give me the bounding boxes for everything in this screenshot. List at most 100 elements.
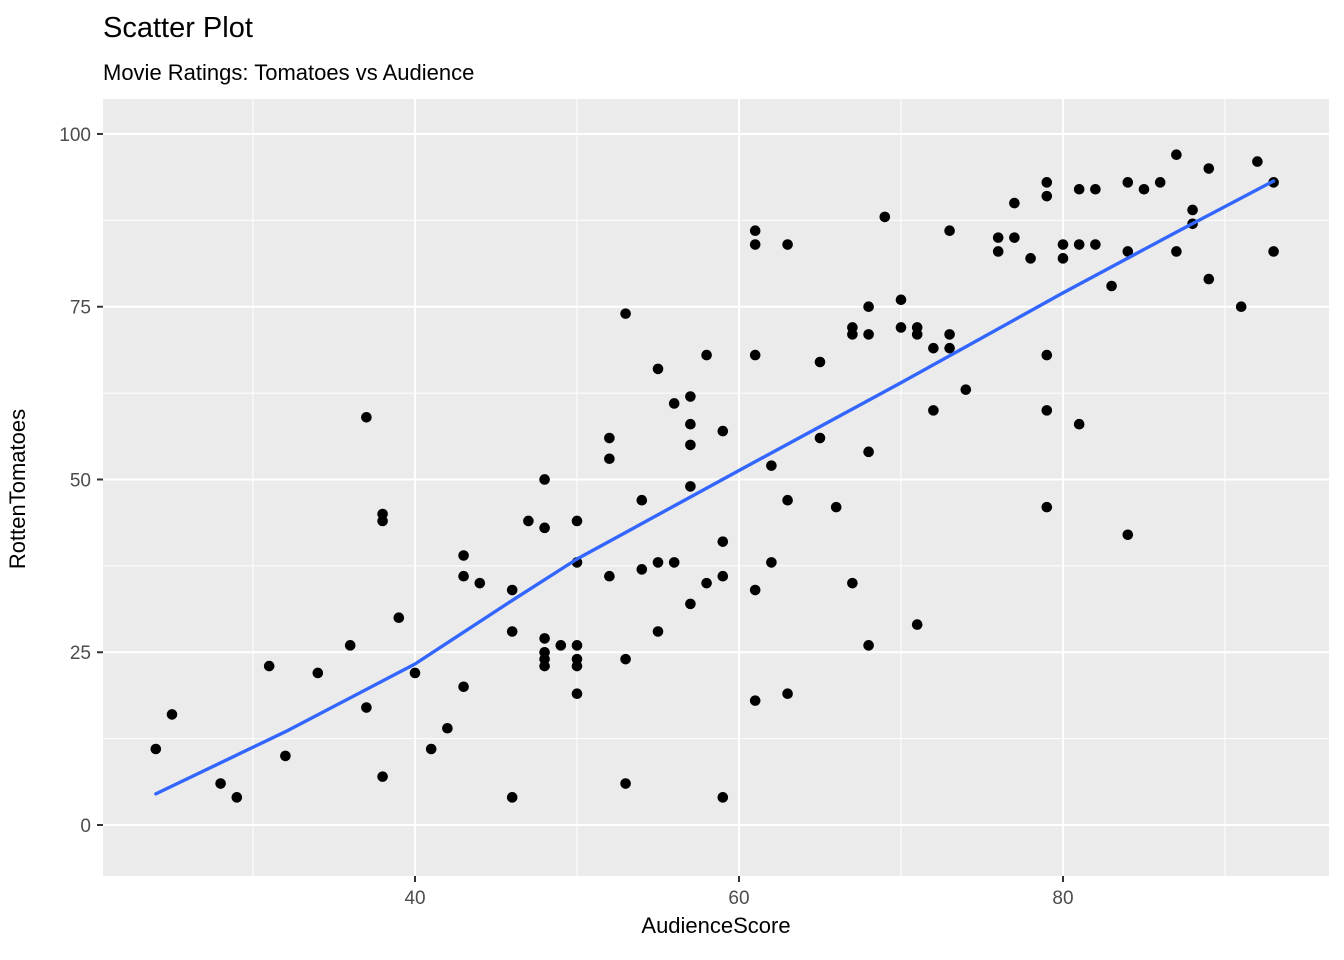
data-point xyxy=(620,308,631,319)
data-point xyxy=(863,446,874,458)
data-point xyxy=(1171,149,1182,160)
data-point xyxy=(571,515,583,527)
data-point xyxy=(1073,418,1085,430)
data-point xyxy=(523,515,534,527)
x-axis-title: AudienceScore xyxy=(641,913,791,938)
data-point xyxy=(604,432,615,444)
data-point xyxy=(863,640,874,651)
data-point xyxy=(749,239,761,250)
data-point xyxy=(263,660,275,672)
data-point xyxy=(506,792,518,803)
plot-panel xyxy=(103,99,1329,876)
data-point xyxy=(442,722,453,734)
data-point xyxy=(701,349,712,361)
data-point xyxy=(571,640,583,651)
chart-subtitle: Movie Ratings: Tomatoes vs Audience xyxy=(103,60,475,85)
data-point xyxy=(1073,183,1085,195)
y-tick-label: 75 xyxy=(70,298,91,319)
data-point xyxy=(701,577,712,589)
data-point xyxy=(506,626,518,637)
data-point xyxy=(1009,197,1020,209)
data-point xyxy=(1203,163,1215,174)
data-point xyxy=(1041,177,1053,188)
data-point xyxy=(215,778,226,789)
x-tick-label: 60 xyxy=(728,888,749,909)
data-point xyxy=(668,557,680,568)
data-point xyxy=(749,349,761,361)
data-point xyxy=(166,709,178,720)
data-point xyxy=(782,688,793,700)
data-point xyxy=(766,557,777,568)
x-tick-label: 80 xyxy=(1052,888,1073,909)
data-point xyxy=(749,695,761,706)
data-point xyxy=(685,418,696,430)
data-point xyxy=(377,771,388,782)
data-point xyxy=(474,577,486,589)
data-point xyxy=(458,570,469,582)
data-point xyxy=(312,667,324,679)
data-point xyxy=(1122,529,1134,541)
data-point xyxy=(895,294,907,306)
data-point xyxy=(1057,239,1069,250)
data-point xyxy=(685,598,696,610)
y-axis-title: RottenTomatoes xyxy=(5,408,30,570)
data-point xyxy=(1073,239,1085,250)
data-point xyxy=(393,612,405,623)
data-point xyxy=(571,660,583,672)
data-point xyxy=(1057,253,1069,264)
data-point xyxy=(1138,183,1150,195)
data-point xyxy=(1203,273,1215,285)
data-point xyxy=(717,536,729,547)
data-point xyxy=(1122,246,1134,257)
data-point xyxy=(458,681,469,693)
data-point xyxy=(1235,301,1247,313)
data-point xyxy=(782,239,793,250)
y-tick-label: 50 xyxy=(70,470,91,491)
y-tick-label: 100 xyxy=(59,125,91,146)
y-tick-label: 25 xyxy=(70,643,91,664)
data-point xyxy=(1009,232,1020,243)
data-point xyxy=(928,342,939,354)
data-point xyxy=(231,792,243,803)
data-point xyxy=(539,633,550,644)
data-point xyxy=(555,640,567,651)
data-point xyxy=(1041,190,1053,202)
data-point xyxy=(685,391,696,402)
data-point xyxy=(377,515,388,527)
data-point xyxy=(604,570,615,582)
data-point xyxy=(911,619,923,630)
data-point xyxy=(668,398,680,409)
data-point xyxy=(636,564,648,575)
data-point xyxy=(361,702,372,713)
data-point xyxy=(1106,280,1117,292)
chart-title: Scatter Plot xyxy=(103,12,253,44)
data-point xyxy=(895,322,907,333)
data-point xyxy=(944,329,955,340)
data-point xyxy=(863,301,874,313)
data-point xyxy=(652,626,664,637)
data-point xyxy=(944,225,955,237)
x-tick-label: 40 xyxy=(404,888,425,909)
data-point xyxy=(1025,253,1036,264)
data-point xyxy=(539,522,550,534)
data-point xyxy=(1252,156,1263,167)
data-point xyxy=(344,640,356,651)
data-point xyxy=(766,460,777,471)
data-point xyxy=(539,660,550,672)
data-point xyxy=(685,481,696,492)
data-point xyxy=(749,225,761,237)
data-point xyxy=(911,329,923,340)
data-point xyxy=(685,439,696,451)
data-point xyxy=(749,584,761,596)
data-point xyxy=(992,232,1004,243)
data-point xyxy=(458,550,469,561)
data-point xyxy=(361,411,372,423)
data-point xyxy=(150,743,162,755)
data-point xyxy=(814,356,826,368)
data-point xyxy=(830,501,842,513)
data-point xyxy=(928,405,939,416)
data-point xyxy=(1171,246,1182,257)
data-point xyxy=(717,425,729,437)
data-point xyxy=(652,557,664,568)
